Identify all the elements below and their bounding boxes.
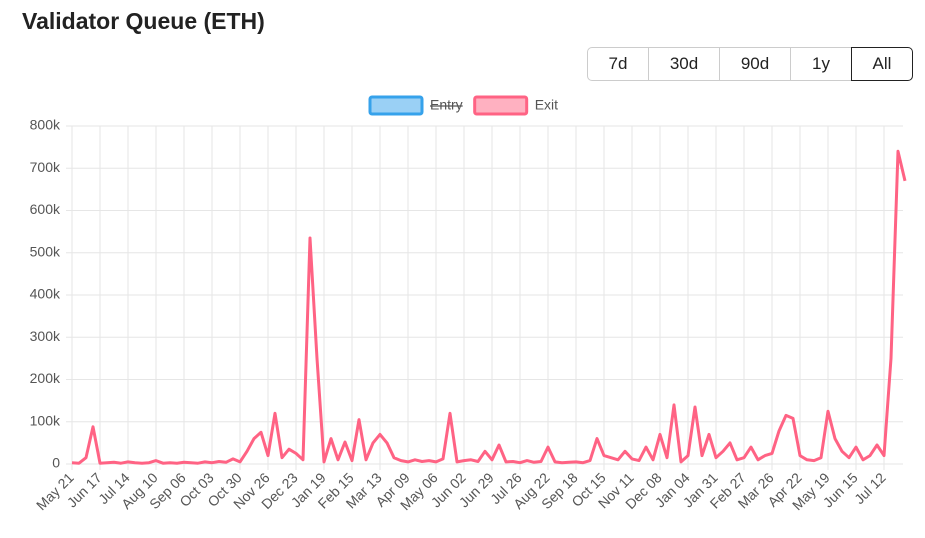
legend-label: Exit	[535, 97, 558, 113]
range-buttons: 7d 30d 90d 1y All	[587, 47, 913, 81]
y-tick-label: 700k	[30, 159, 61, 175]
x-tick-label: Jul 12	[851, 469, 889, 507]
y-tick-label: 0	[52, 455, 60, 471]
series-line	[71, 149, 907, 465]
page-title: Validator Queue (ETH)	[22, 8, 265, 34]
y-tick-label: 300k	[30, 328, 61, 344]
y-tick-label: 500k	[30, 243, 61, 259]
y-tick-label: 800k	[30, 117, 61, 133]
legend-label: Entry	[430, 97, 463, 113]
range-button[interactable]: 90d	[719, 47, 791, 81]
legend-swatch	[368, 95, 424, 116]
range-button[interactable]: 7d	[587, 47, 649, 81]
legend-swatch	[473, 95, 529, 116]
y-tick-label: 100k	[30, 412, 61, 428]
y-tick-label: 600k	[30, 201, 61, 217]
y-tick-label: 200k	[30, 370, 61, 386]
range-button[interactable]: All	[851, 47, 913, 81]
y-tick-label: 400k	[30, 286, 61, 302]
